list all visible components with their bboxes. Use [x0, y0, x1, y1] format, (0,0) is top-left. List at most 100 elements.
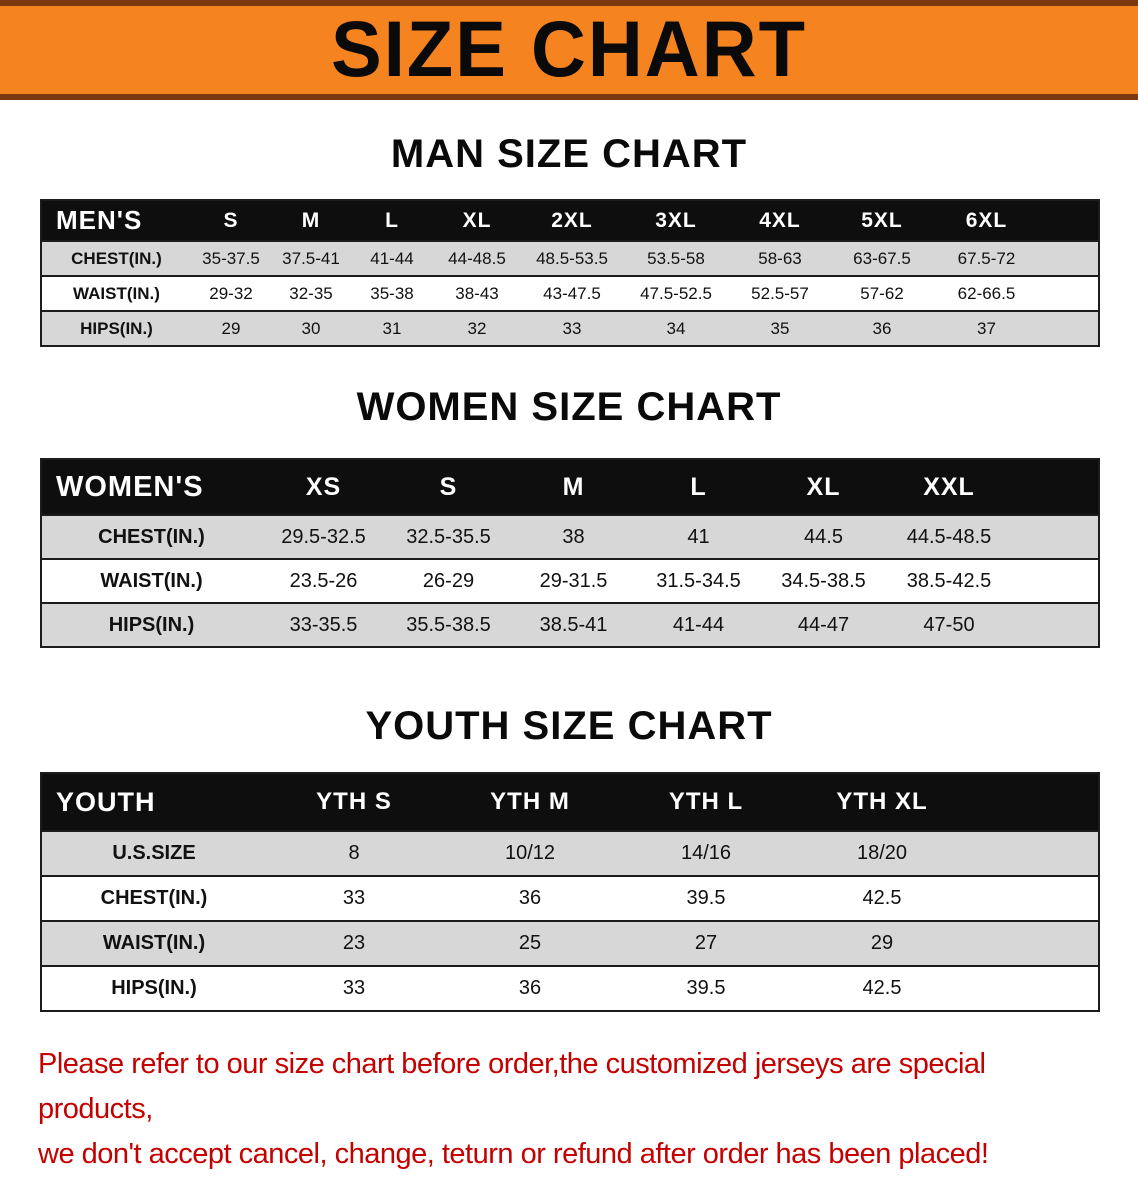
page-title: SIZE CHART: [331, 5, 807, 94]
table-cell: 44-47: [797, 613, 850, 636]
table-cell: 29.5-32.5: [281, 525, 366, 548]
table-cell: 36: [518, 887, 542, 909]
youth-section-heading: YOUTH SIZE CHART: [365, 704, 773, 748]
table-cell: 38.5-41: [539, 613, 608, 636]
table-corner-label: YOUTH: [56, 786, 156, 817]
table-row: CHEST(IN.) 29.5-32.5 32.5-35.5 38 41 44.5 44.5…: [41, 515, 1099, 559]
table-row: CHEST(IN.) 35-37.5 37.5-41 41-44 44-48.5 48.5…: [41, 241, 1099, 276]
table-cell: 35-37.5: [202, 248, 260, 268]
table-cell: 8: [348, 842, 360, 864]
column-header: S: [223, 208, 239, 232]
column-header: YTH M: [490, 788, 570, 815]
table-cell: 38: [562, 525, 585, 548]
column-header: XL: [806, 472, 841, 501]
section-men: MAN SIZE CHART MEN'S S M L XL 2XL 3XL 4XL 5XL 6XL…: [0, 130, 1138, 347]
table-cell: 31.5-34.5: [656, 569, 741, 592]
table-cell: 23: [342, 932, 366, 954]
column-header: S: [439, 472, 458, 501]
table-cell: 44.5: [804, 525, 843, 548]
table-cell: 26-29: [422, 569, 475, 592]
table-cell: 33: [562, 318, 582, 338]
column-header: L: [690, 472, 707, 501]
table-cell: 33: [342, 977, 366, 999]
table-cell: 38.5-42.5: [906, 569, 992, 592]
column-header: 3XL: [655, 208, 697, 232]
table-cell: 35-38: [370, 283, 414, 303]
table-cell: 34: [666, 318, 686, 338]
table-cell: 44.5-48.5: [906, 525, 992, 548]
table-cell: 35: [770, 318, 790, 338]
table-cell: 30: [301, 318, 321, 338]
table-corner-label: MEN'S: [56, 205, 143, 235]
column-header: 5XL: [861, 208, 903, 232]
table-row: WAIST(IN.) 23 25 27 29: [41, 921, 1099, 966]
youth-size-table: YOUTH YTH S YTH M YTH L YTH XL U.S.SIZE 8 10/1…: [40, 772, 1100, 1012]
table-cell: 58-63: [758, 248, 802, 268]
row-label: WAIST(IN.): [100, 569, 203, 592]
row-label: U.S.SIZE: [112, 842, 196, 864]
table-cell: 53.5-58: [647, 248, 705, 268]
table-cell: 32: [467, 318, 487, 338]
table-cell: 44-48.5: [448, 248, 506, 268]
table-cell: 52.5-57: [751, 283, 809, 303]
disclaimer-line-2: we don't accept cancel, change, teturn o…: [38, 1137, 989, 1170]
table-row: HIPS(IN.) 29 30 31 32 33 34 35 36 37: [41, 311, 1099, 346]
table-header-row: YOUTH YTH S YTH M YTH L YTH XL: [41, 773, 1099, 831]
table-cell: 10/12: [504, 842, 556, 864]
row-label: WAIST(IN.): [102, 932, 206, 954]
table-cell: 63-67.5: [853, 248, 911, 268]
row-label: CHEST(IN.): [71, 248, 162, 268]
column-header: 4XL: [759, 208, 801, 232]
men-size-table: MEN'S S M L XL 2XL 3XL 4XL 5XL 6XL CHEST(IN.) 35-3…: [40, 199, 1100, 347]
women-table-wrap: WOMEN'S XS S M L XL XXL CHEST(IN.) 29.5-32.5 32.…: [40, 458, 1100, 648]
table-row: CHEST(IN.) 33 36 39.5 42.5: [41, 876, 1099, 921]
table-cell: 36: [872, 318, 892, 338]
charts-area: MAN SIZE CHART MEN'S S M L XL 2XL 3XL 4XL 5XL 6XL…: [0, 130, 1138, 1012]
table-corner-label: WOMEN'S: [56, 470, 204, 503]
column-header: XXL: [923, 472, 975, 501]
table-cell: 25: [518, 932, 542, 954]
table-cell: 33: [342, 887, 366, 909]
section-women: WOMEN SIZE CHART WOMEN'S XS S M L XL XXL CHEST…: [0, 383, 1138, 648]
table-cell: 31: [382, 318, 402, 338]
table-row: WAIST(IN.) 23.5-26 26-29 29-31.5 31.5-34.5 34…: [41, 559, 1099, 603]
table-cell: 47-50: [923, 613, 975, 636]
table-cell: 29-32: [209, 283, 253, 303]
table-cell: 37: [977, 318, 996, 338]
table-row: U.S.SIZE 8 10/12 14/16 18/20: [41, 831, 1099, 876]
column-header: XS: [305, 472, 342, 501]
table-cell: 27: [694, 932, 718, 954]
row-label: WAIST(IN.): [73, 283, 160, 303]
table-cell: 39.5: [686, 977, 726, 999]
table-cell: 14/16: [680, 842, 732, 864]
table-cell: 29-31.5: [539, 569, 608, 592]
disclaimer: Please refer to our size chart before or…: [38, 1042, 1100, 1177]
table-cell: 39.5: [686, 887, 726, 909]
women-section-heading: WOMEN SIZE CHART: [356, 385, 782, 429]
table-cell: 32-35: [289, 283, 333, 303]
table-cell: 48.5-53.5: [536, 248, 608, 268]
table-row: HIPS(IN.) 33-35.5 35.5-38.5 38.5-41 41-44 44-…: [41, 603, 1099, 647]
table-cell: 37.5-41: [282, 248, 340, 268]
row-label: HIPS(IN.): [80, 318, 153, 338]
table-cell: 67.5-72: [957, 248, 1016, 268]
table-cell: 42.5: [862, 887, 902, 909]
table-cell: 42.5: [862, 977, 902, 999]
table-cell: 29: [870, 932, 894, 954]
table-cell: 38-43: [455, 283, 499, 303]
table-cell: 36: [518, 977, 542, 999]
table-cell: 23.5-26: [289, 569, 358, 592]
table-cell: 35.5-38.5: [406, 613, 491, 636]
men-table-wrap: MEN'S S M L XL 2XL 3XL 4XL 5XL 6XL CHEST(IN.) 35-3…: [40, 199, 1100, 347]
column-header: YTH XL: [836, 788, 928, 815]
table-cell: 62-66.5: [957, 283, 1016, 303]
table-cell: 41: [687, 525, 710, 548]
column-header: M: [562, 472, 585, 501]
table-cell: 33-35.5: [289, 613, 358, 636]
table-cell: 41-44: [370, 248, 414, 268]
column-header: YTH L: [668, 788, 744, 815]
table-cell: 32.5-35.5: [406, 525, 491, 548]
table-row: HIPS(IN.) 33 36 39.5 42.5: [41, 966, 1099, 1011]
row-label: CHEST(IN.): [100, 887, 208, 909]
